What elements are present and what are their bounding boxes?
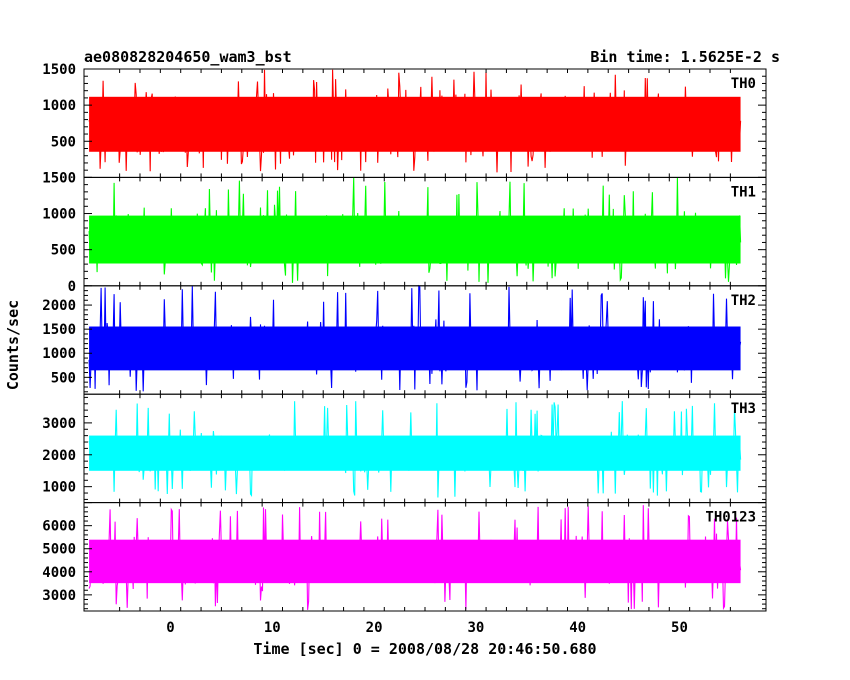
- x-tick-label: 50: [671, 620, 688, 636]
- y-tick-label-th3: 3000: [42, 416, 76, 432]
- y-tick-label-th2: 1000: [42, 346, 76, 362]
- panel-label-th0123: TH0123: [705, 510, 756, 526]
- series-line-th0123: [88, 505, 742, 611]
- panels-group: 50010001500TH0050010001500TH150010001500…: [42, 62, 767, 636]
- x-tick-label: 20: [366, 620, 383, 636]
- chart-subtitle: Bin time: 1.5625E-2 s: [590, 48, 780, 66]
- series-line-th2: [88, 284, 742, 392]
- y-tick-label-th2: 500: [51, 370, 76, 386]
- x-tick-label: 40: [569, 620, 586, 636]
- panel-label-th1: TH1: [731, 184, 756, 200]
- y-tick-label-th2: 2000: [42, 298, 76, 314]
- chart-title: ae080828204650_wam3_bst: [84, 48, 292, 66]
- series-line-th0: [88, 69, 742, 173]
- x-axis-label: Time [sec] 0 = 2008/08/28 20:46:50.680: [253, 640, 596, 658]
- y-tick-label-th1: 500: [51, 243, 76, 259]
- y-tick-label-th0: 1000: [42, 98, 76, 114]
- y-tick-label-th2: 1500: [42, 322, 76, 338]
- y-tick-label-th3: 2000: [42, 448, 76, 464]
- x-tick-label: 0: [166, 620, 174, 636]
- y-tick-label-th1: 1500: [42, 170, 76, 186]
- x-tick-label: 30: [467, 620, 484, 636]
- y-tick-label-th0: 1500: [42, 62, 76, 78]
- y-tick-label-th0: 500: [51, 134, 76, 150]
- y-tick-label-th1: 0: [68, 279, 76, 295]
- y-tick-label-th0123: 5000: [42, 542, 76, 558]
- panel-label-th0: TH0: [731, 76, 756, 92]
- y-tick-label-th0123: 4000: [42, 565, 76, 581]
- series-line-th3: [88, 401, 742, 498]
- panel-label-th2: TH2: [731, 293, 756, 309]
- panel-label-th3: TH3: [731, 401, 756, 417]
- y-axis-label: Counts/sec: [4, 300, 22, 390]
- y-tick-label-th1: 1000: [42, 207, 76, 223]
- series-line-th1: [88, 177, 742, 283]
- x-tick-label: 10: [264, 620, 281, 636]
- y-tick-label-th3: 1000: [42, 480, 76, 496]
- y-tick-label-th0123: 6000: [42, 519, 76, 535]
- y-tick-label-th0123: 3000: [42, 588, 76, 604]
